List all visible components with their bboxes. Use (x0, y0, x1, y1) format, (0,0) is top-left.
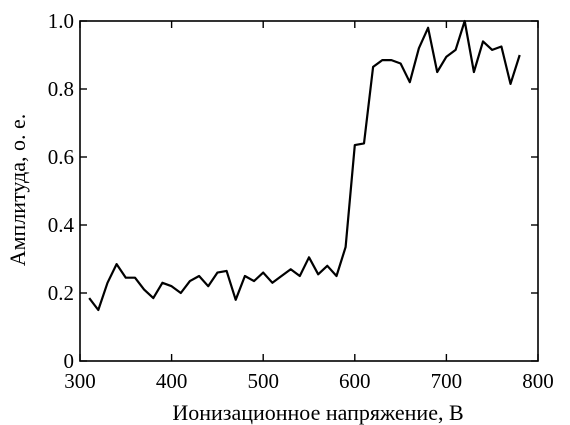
x-axis-title: Ионизационное напряжение, В (172, 400, 463, 425)
x-tick-label: 600 (339, 369, 371, 393)
x-tick-label: 300 (64, 369, 96, 393)
series-layer (88, 19, 521, 312)
x-tick-label: 800 (522, 369, 554, 393)
plot-frame (79, 20, 539, 362)
x-tick-label: 500 (247, 369, 279, 393)
plot-area (79, 20, 539, 362)
y-tick-label: 0.8 (48, 77, 74, 101)
x-tick-label: 400 (156, 369, 188, 393)
y-tick-label: 0 (64, 349, 75, 373)
y-tick-label: 0.6 (48, 145, 74, 169)
series-line (88, 19, 521, 312)
y-axis-title: Амплитуда, о. е. (5, 114, 30, 267)
y-tick-label: 1.0 (48, 9, 74, 33)
y-tick-label: 0.4 (48, 213, 75, 237)
y-axis-ticks: 0 0.2 0.4 0.6 0.8 1.0 (48, 9, 538, 373)
x-axis-ticks: 300 400 500 600 700 800 (64, 21, 554, 393)
y-tick-label: 0.2 (48, 281, 74, 305)
x-tick-label: 700 (431, 369, 463, 393)
